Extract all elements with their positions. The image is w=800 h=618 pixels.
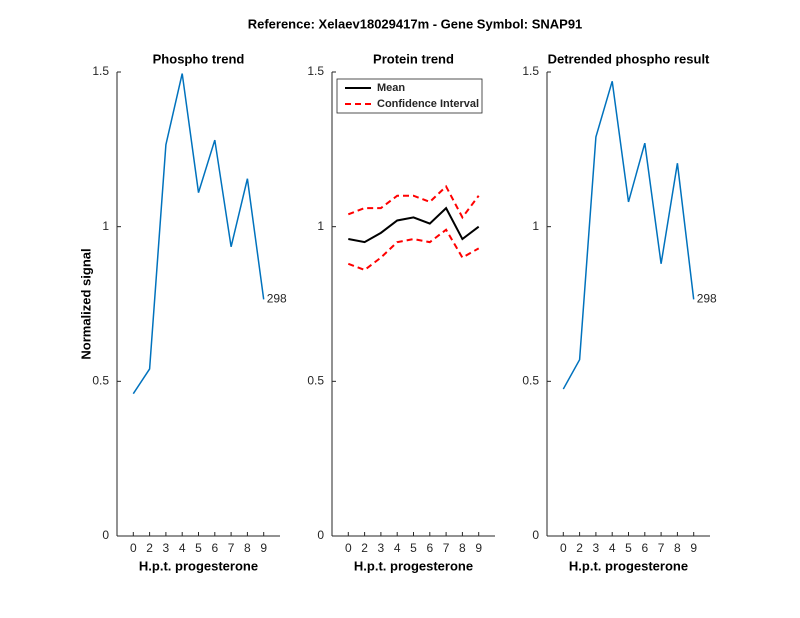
y-tick-label: 0.5 xyxy=(92,374,109,388)
figure-title: Reference: Xelaev18029417m - Gene Symbol… xyxy=(248,16,583,31)
x-axis-label: H.p.t. progesterone xyxy=(569,558,688,573)
y-tick-label: 1 xyxy=(532,219,539,233)
x-tick-label: 7 xyxy=(443,541,450,555)
y-tick-label: 1 xyxy=(102,219,109,233)
subplot-title: Detrended phospho result xyxy=(548,51,710,66)
x-tick-label: 7 xyxy=(228,541,235,555)
y-tick-label: 0 xyxy=(102,528,109,542)
x-tick-label: 5 xyxy=(195,541,202,555)
x-tick-label: 4 xyxy=(609,541,616,555)
y-tick-label: 1 xyxy=(317,219,324,233)
y-tick-label: 0 xyxy=(532,528,539,542)
x-tick-label: 5 xyxy=(410,541,417,555)
x-axis-label: H.p.t. progesterone xyxy=(354,558,473,573)
x-tick-label: 0 xyxy=(560,541,567,555)
x-tick-label: 6 xyxy=(211,541,218,555)
legend-box xyxy=(336,78,483,114)
ci-lower-line xyxy=(347,228,480,272)
x-tick-label: 9 xyxy=(690,541,697,555)
x-tick-label: 5 xyxy=(625,541,632,555)
x-tick-label: 8 xyxy=(244,541,251,555)
x-tick-label: 7 xyxy=(658,541,665,555)
x-tick-label: 0 xyxy=(345,541,352,555)
y-axis-label: Normalized signal xyxy=(78,248,93,359)
y-tick-label: 0 xyxy=(317,528,324,542)
x-tick-label: 8 xyxy=(459,541,466,555)
point-annotation: 298 xyxy=(267,292,287,306)
y-tick-label: 1.5 xyxy=(307,64,324,78)
x-tick-label: 3 xyxy=(163,541,170,555)
x-tick-label: 2 xyxy=(576,541,583,555)
point-annotation: 298 xyxy=(697,292,717,306)
subplot-title: Phospho trend xyxy=(153,51,245,66)
y-tick-label: 1.5 xyxy=(92,64,109,78)
y-tick-label: 0.5 xyxy=(307,374,324,388)
x-axis-label: H.p.t. progesterone xyxy=(139,558,258,573)
x-tick-label: 6 xyxy=(641,541,648,555)
y-tick-label: 0.5 xyxy=(522,374,539,388)
legend-label: Mean xyxy=(377,82,405,94)
subplot-title: Protein trend xyxy=(373,51,454,66)
x-tick-label: 2 xyxy=(146,541,153,555)
legend-label: Confidence Interval xyxy=(377,98,479,110)
y-tick-label: 1.5 xyxy=(522,64,539,78)
x-tick-label: 4 xyxy=(394,541,401,555)
x-tick-label: 9 xyxy=(260,541,267,555)
data-line xyxy=(562,81,695,390)
x-tick-label: 6 xyxy=(426,541,433,555)
x-tick-label: 8 xyxy=(674,541,681,555)
data-line xyxy=(132,73,265,395)
x-tick-label: 9 xyxy=(475,541,482,555)
x-tick-label: 2 xyxy=(361,541,368,555)
x-tick-label: 0 xyxy=(130,541,137,555)
x-tick-label: 3 xyxy=(593,541,600,555)
x-tick-label: 3 xyxy=(378,541,385,555)
mean-line xyxy=(348,206,480,244)
x-tick-label: 4 xyxy=(179,541,186,555)
ci-upper-line xyxy=(347,184,480,220)
